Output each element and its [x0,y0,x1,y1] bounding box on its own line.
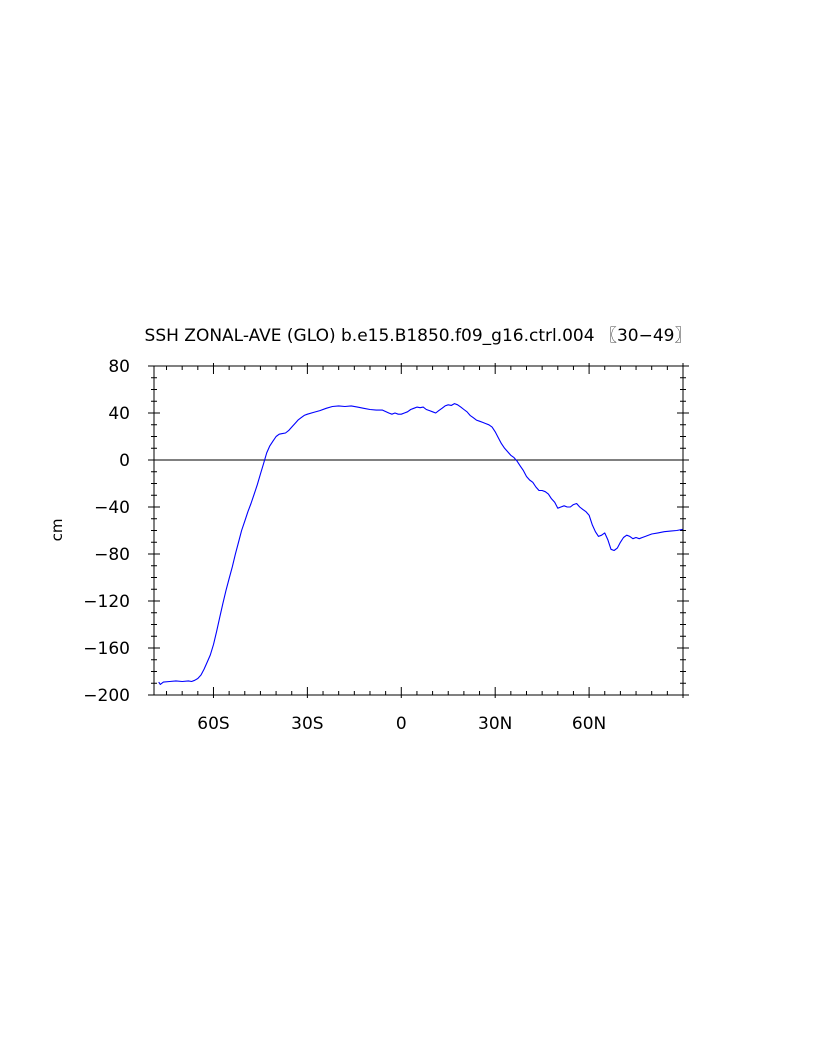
tick-labels: 80 40 0 −40 −80 −120 −160 −200 60S 30S 0 30N 60N [83,357,606,734]
y-tick-label: 0 [119,451,130,471]
x-tick-label: 60S [197,714,229,734]
y-tick-label: 40 [108,404,130,424]
x-tick-label: 30N [478,714,512,734]
chart-title: SSH ZONAL-AVE (GLO) b.e15.B1850.f09_g16.… [145,326,692,346]
ssh-line [158,403,684,685]
y-tick-label: −80 [94,545,130,565]
plot-frame [153,365,684,696]
y-axis-label: cm [48,519,66,542]
y-tick-label: −120 [83,592,130,612]
x-tick-label: 0 [396,714,407,734]
tick-marks [148,363,689,698]
y-tick-label: −200 [83,686,130,706]
y-tick-label: 80 [108,357,130,377]
x-tick-label: 30S [291,714,323,734]
y-tick-label: −160 [83,639,130,659]
y-tick-label: −40 [94,498,130,518]
x-tick-label: 60N [572,714,606,734]
